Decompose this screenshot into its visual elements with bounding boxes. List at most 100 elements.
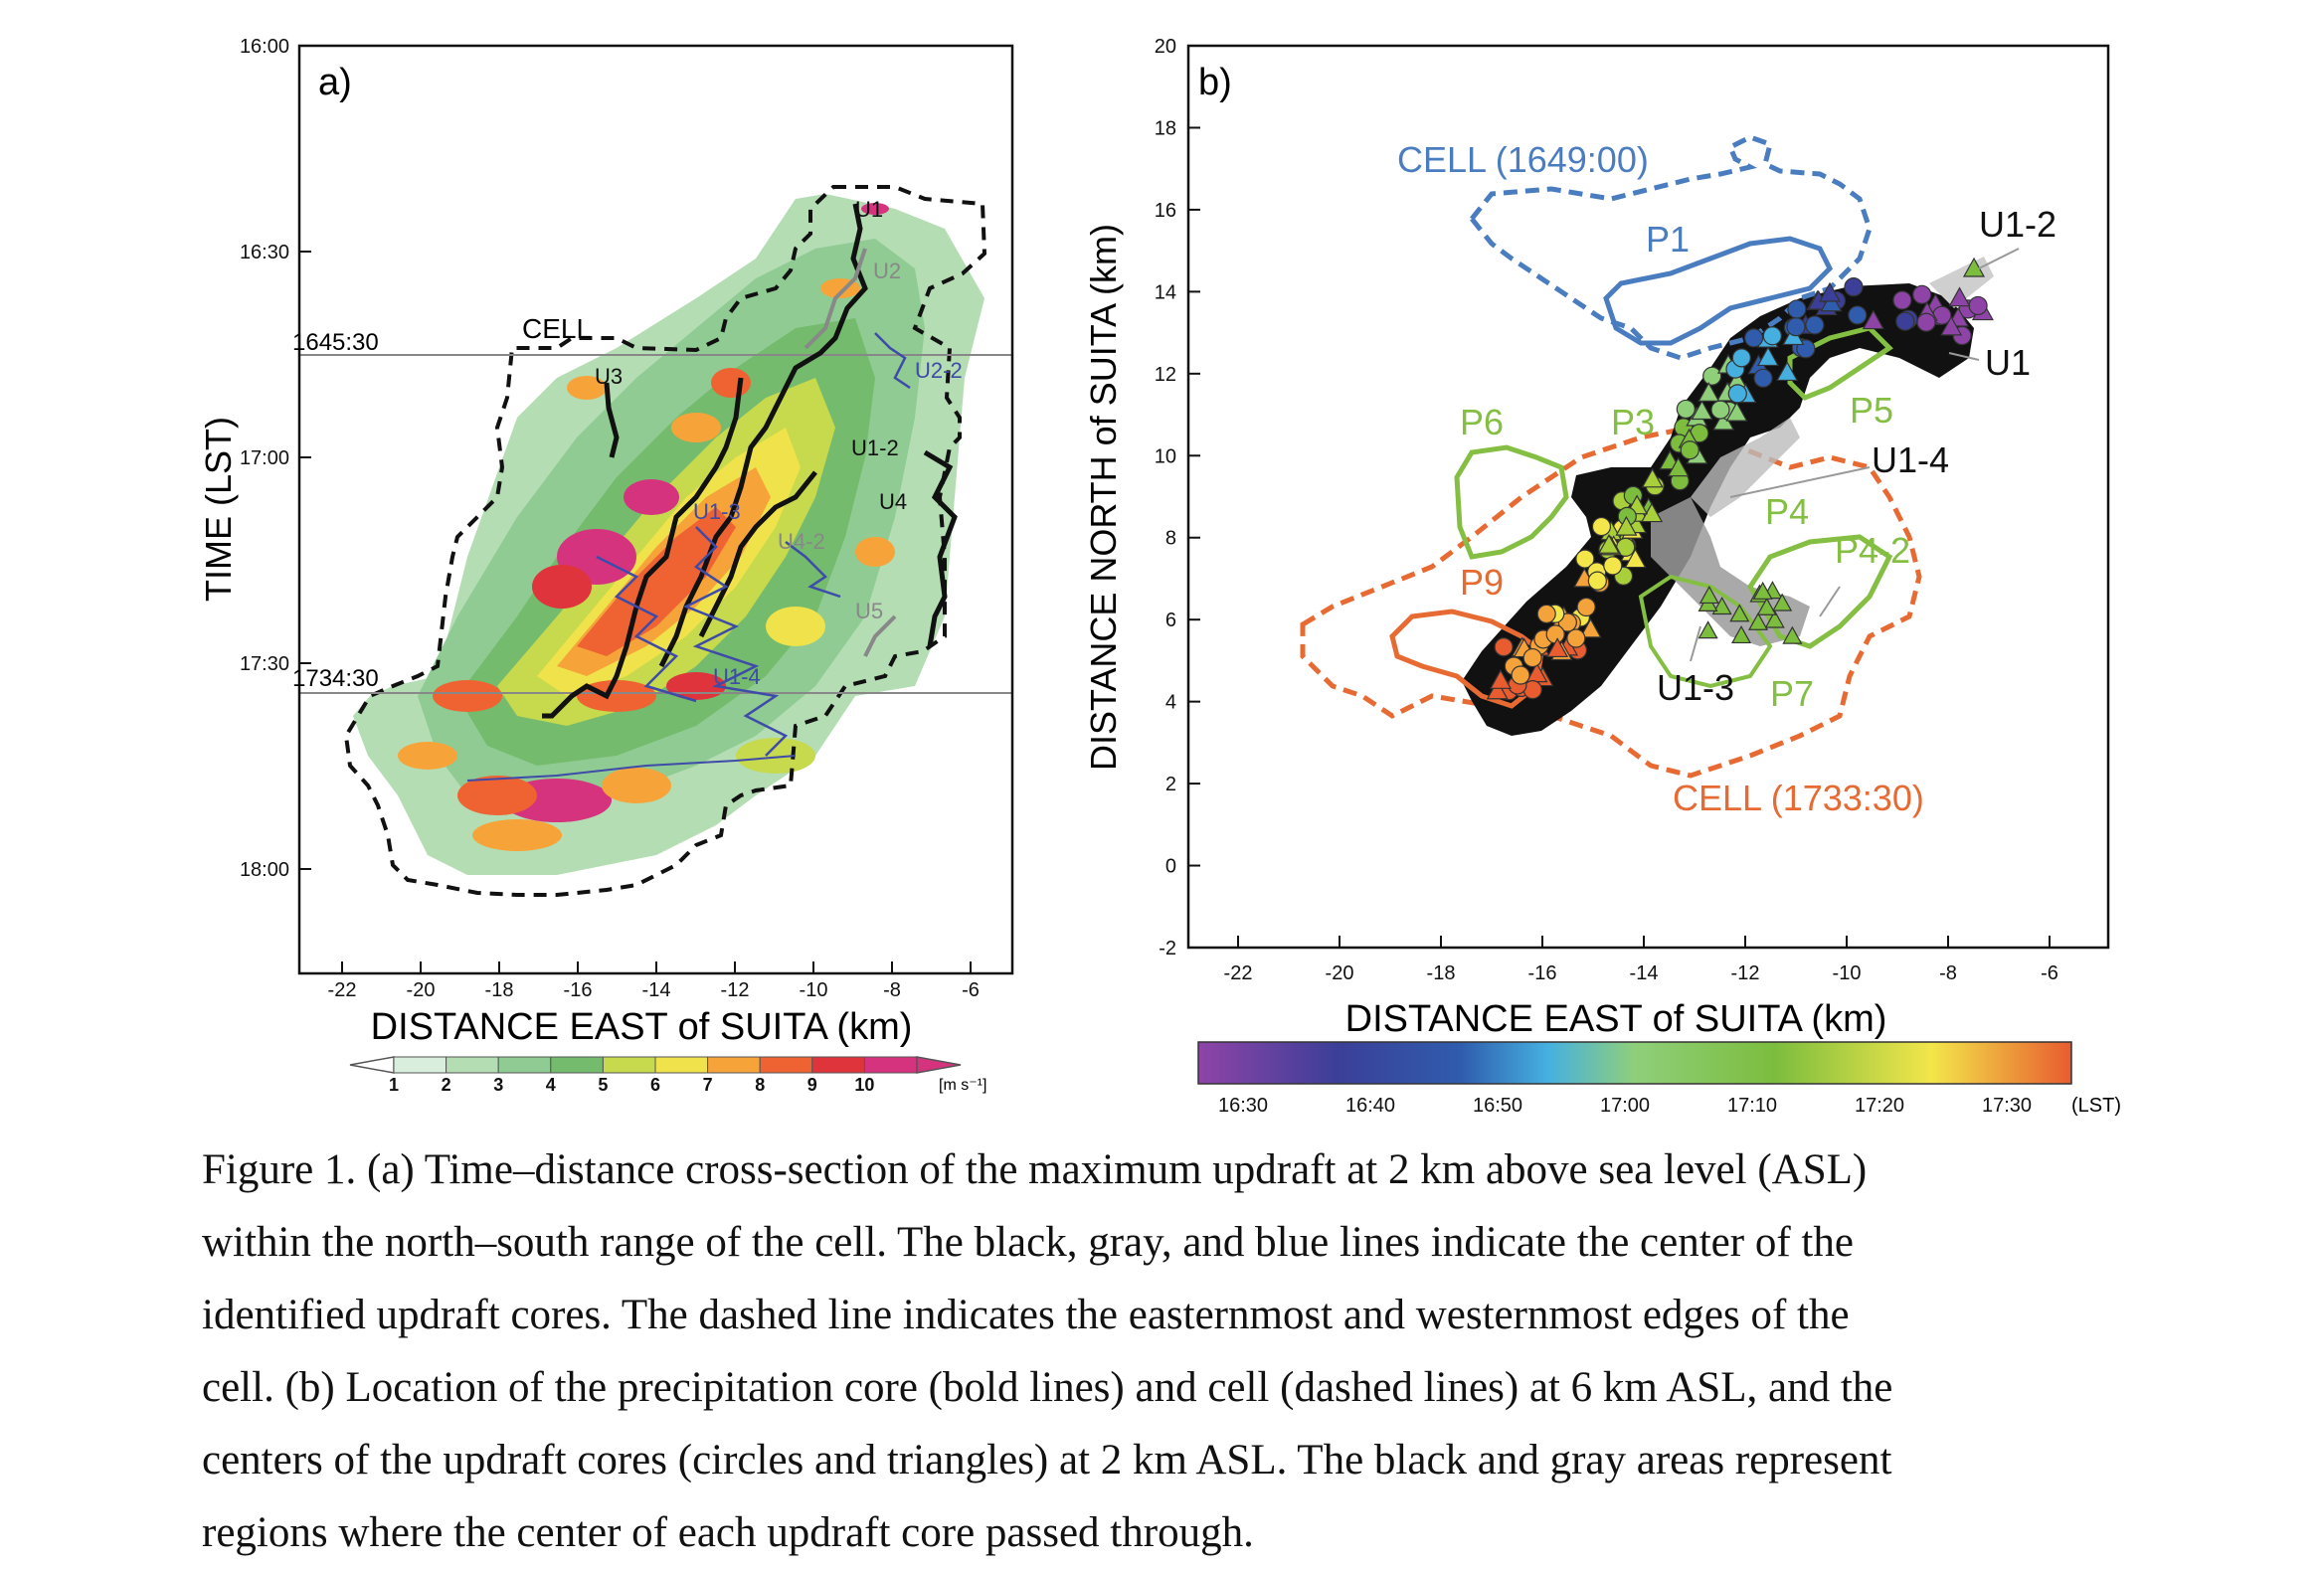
label-u3: U3 [595,364,623,389]
label-cell: CELL [522,313,592,344]
updraft-center-triangle [1725,401,1748,422]
ytick-label: 10 [1155,445,1176,467]
updraft-center-circle [1702,366,1722,386]
ytick-label: 2 [1165,774,1176,795]
updraft-center-triangle [1776,361,1799,382]
label-p1: P1 [1646,219,1690,260]
updraft-center-triangle [1698,585,1719,605]
colorbar-a-cell [393,1056,447,1074]
p5-outline [1787,325,1893,401]
updraft-center-circle [1753,368,1773,388]
panel-a-colorbar: 1 2 3 4 5 6 7 8 9 10 [m s⁻¹] [349,1056,986,1095]
updraft-center-circle [1680,440,1699,460]
caption-line: centers of the updraft cores (circles an… [202,1437,1892,1483]
ytick-label: 14 [1155,281,1176,303]
ytick-label: 16:00 [240,36,289,58]
colorbar-a-tick: 3 [493,1075,503,1095]
label-p6: P6 [1460,402,1504,442]
figure-caption: Figure 1. (a) Time–distance cross-sectio… [202,1133,2121,1569]
figure-1: 16:00 16:30 17:00 17:30 18:00 -22 -20 -1… [198,36,2121,1117]
panel-a-ylabel: TIME (LST) [198,417,239,602]
xtick-label: -22 [328,979,357,1001]
ref-label-1645: 1645:30 [292,329,379,356]
p7-outline [1638,574,1773,689]
cell-1733-boundary [1300,425,1922,779]
updraft-center-triangle [1756,346,1780,367]
track-u4 [923,449,958,647]
xtick-label: -12 [721,979,750,1001]
updraft-center-triangle [1711,597,1732,615]
label-u1-3-b: U1-3 [1657,667,1734,708]
colorbar-a-cell [759,1056,813,1074]
updraft-center-triangle [1818,281,1842,302]
colorbar-b-tick: 17:30 [1982,1095,2032,1117]
colorbar-a-tick: 8 [755,1075,765,1095]
updraft-center-circle [1545,624,1565,644]
panel-a-yticks: 16:00 16:30 17:00 17:30 18:00 [240,36,311,881]
label-p4-2: P4-2 [1835,530,1910,571]
label-p4: P4 [1765,491,1809,532]
label-cell-1733: CELL (1733:30) [1673,778,1924,818]
updraft-center-triangle [1940,315,1963,336]
label-u1-2: U1-2 [851,436,899,460]
label-u4: U4 [879,489,907,514]
p1-outline [1603,236,1834,346]
label-u1-4: U1-4 [713,664,761,689]
track-u3 [604,382,620,458]
track-blue-4 [785,541,841,599]
xtick-label: -12 [1731,962,1760,984]
caption-line: regions where the center of each updraft… [202,1509,1254,1556]
updraft-center-triangle [1729,604,1750,622]
colorbar-b-tick: 16:30 [1218,1095,1268,1117]
updraft-center-triangle [1752,581,1773,600]
xtick-label: -14 [1630,962,1659,984]
updraft-center-circle [1575,549,1595,569]
updraft-center-triangle [1862,309,1884,330]
colorbar-a-tick: 10 [854,1075,874,1095]
updraft-center-triangle [1747,611,1769,630]
ytick-label: 18:00 [240,859,289,881]
label-u1-3: U1-3 [693,499,741,524]
track-blue-5 [466,755,797,782]
xtick-label: -20 [1326,962,1354,984]
ytick-label: 12 [1155,364,1176,386]
label-u4-2: U4-2 [778,529,825,554]
updraft-center-circle [1916,312,1936,332]
updraft-center-triangle [1597,534,1620,554]
colorbar-a-cell [497,1056,552,1074]
colorbar-a-cell [446,1056,499,1074]
ytick-label: 4 [1165,692,1176,714]
panel-b-frame [1186,44,2110,950]
colorbar-b-tick: 17:00 [1600,1095,1650,1117]
updraft-center-circle [1805,315,1825,335]
colorbar-b-tick: 17:10 [1727,1095,1777,1117]
colorbar-a-unit: [m s⁻¹] [939,1077,986,1094]
updraft-center-circle [1743,328,1764,348]
updraft-center-triangle [1948,286,1971,307]
xtick-label: -8 [1939,962,1957,984]
cell-1649-boundary [1468,134,1873,361]
colorbar-a-tick: 9 [807,1075,817,1095]
panel-a-xticks: -22 -20 -18 -16 -14 -12 -10 -8 -6 [328,961,980,1001]
ytick-label: 18 [1155,117,1176,139]
updraft-center-triangle [1489,669,1513,689]
ytick-label: 20 [1155,36,1176,58]
updraft-center-circle [1786,317,1806,337]
p6-outline [1454,444,1569,560]
updraft-center-triangle [1698,620,1718,639]
updraft-center-triangle [1486,679,1509,700]
label-u2: U2 [873,259,901,283]
xtick-label: -6 [2041,962,2058,984]
ytick-label: 16:30 [240,242,289,263]
ytick-label: 8 [1165,528,1176,550]
updraft-center-triangle [1764,610,1785,628]
panel-b-xlabel: DISTANCE EAST of SUITA (km) [1345,998,1887,1040]
colorbar-b-unit: (LST) [2071,1095,2121,1117]
updraft-center-triangle [1691,400,1713,421]
label-u1-b: U1 [1985,342,2031,383]
panel-a-letter: a) [318,62,352,103]
updraft-center-circle [1895,311,1915,331]
updraft-center-circle [1522,647,1542,668]
ytick-label: 17:30 [240,653,289,675]
